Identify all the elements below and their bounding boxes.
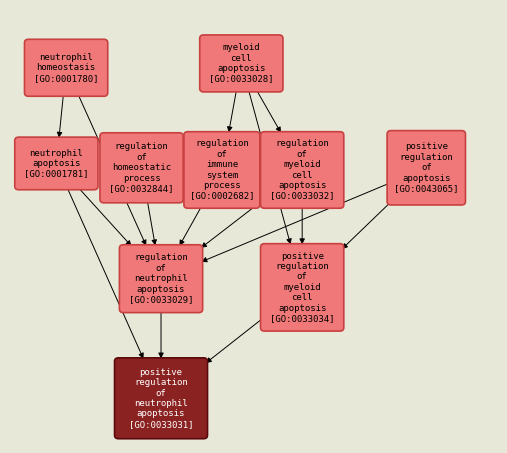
FancyBboxPatch shape	[261, 244, 344, 331]
FancyBboxPatch shape	[15, 137, 98, 190]
FancyBboxPatch shape	[261, 132, 344, 208]
Text: regulation
of
myeloid
cell
apoptosis
[GO:0033032]: regulation of myeloid cell apoptosis [GO…	[270, 140, 335, 201]
Text: regulation
of
homeostatic
process
[GO:0032844]: regulation of homeostatic process [GO:00…	[110, 143, 174, 193]
FancyBboxPatch shape	[184, 132, 260, 208]
FancyBboxPatch shape	[24, 39, 107, 96]
Text: positive
regulation
of
myeloid
cell
apoptosis
[GO:0033034]: positive regulation of myeloid cell apop…	[270, 252, 335, 323]
Text: positive
regulation
of
apoptosis
[GO:0043065]: positive regulation of apoptosis [GO:004…	[394, 143, 458, 193]
FancyBboxPatch shape	[200, 35, 283, 92]
FancyBboxPatch shape	[120, 245, 203, 313]
Text: regulation
of
neutrophil
apoptosis
[GO:0033029]: regulation of neutrophil apoptosis [GO:0…	[129, 253, 193, 304]
Text: myeloid
cell
apoptosis
[GO:0033028]: myeloid cell apoptosis [GO:0033028]	[209, 43, 274, 83]
FancyBboxPatch shape	[115, 358, 207, 439]
FancyBboxPatch shape	[100, 133, 183, 203]
Text: neutrophil
apoptosis
[GO:0001781]: neutrophil apoptosis [GO:0001781]	[24, 149, 89, 178]
Text: neutrophil
homeostasis
[GO:0001780]: neutrophil homeostasis [GO:0001780]	[34, 53, 98, 82]
Text: regulation
of
immune
system
process
[GO:0002682]: regulation of immune system process [GO:…	[190, 140, 254, 201]
FancyBboxPatch shape	[387, 130, 465, 205]
Text: positive
regulation
of
neutrophil
apoptosis
[GO:0033031]: positive regulation of neutrophil apopto…	[129, 368, 193, 429]
